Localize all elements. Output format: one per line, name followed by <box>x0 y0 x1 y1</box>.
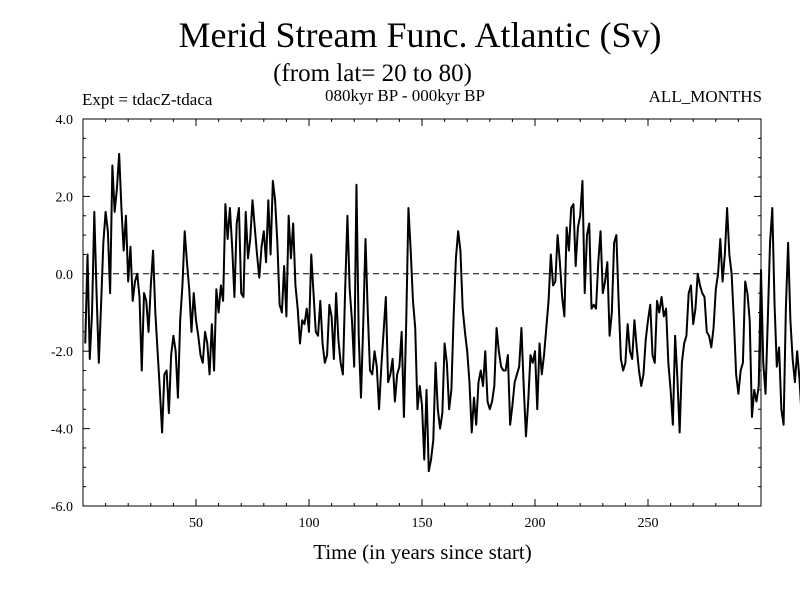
x-tick-label: 100 <box>299 516 320 531</box>
x-tick-label: 200 <box>525 516 546 531</box>
y-tick-label: 4.0 <box>56 113 74 128</box>
y-tick-label: 0.0 <box>56 268 74 283</box>
period-label: 080kyr BP - 000kyr BP <box>325 86 485 105</box>
x-tick-label: 50 <box>189 516 203 531</box>
y-tick-label: -2.0 <box>51 345 73 360</box>
chart-subtitle: (from lat= 20 to 80) <box>273 60 472 87</box>
chart-title: Merid Stream Func. Atlantic (Sv) <box>178 15 662 55</box>
x-tick-label: 150 <box>412 516 433 531</box>
y-tick-label: -4.0 <box>51 423 73 438</box>
series-line <box>84 152 800 473</box>
y-tick-label: 2.0 <box>56 190 74 205</box>
experiment-label: Expt = tdacZ-tdaca <box>82 90 213 109</box>
y-tick-label: -6.0 <box>51 500 73 515</box>
x-axis-label: Time (in years since start) <box>313 540 532 564</box>
x-tick-label: 250 <box>638 516 659 531</box>
months-label: ALL_MONTHS <box>648 87 762 106</box>
